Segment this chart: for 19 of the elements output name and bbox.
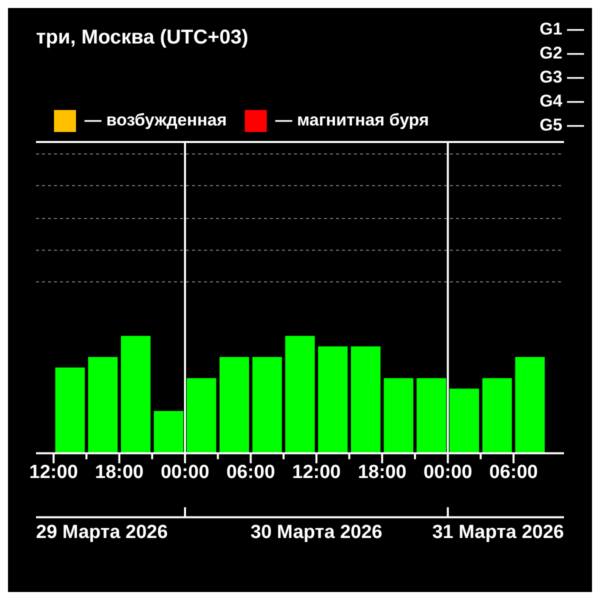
x-tick-label: 06:00	[226, 462, 276, 483]
x-tick-label: 12:00	[29, 462, 78, 483]
legend-label: — возбужденная	[84, 110, 227, 130]
x-tick-label: 06:00	[489, 462, 538, 483]
x-tick-label: 00:00	[160, 462, 210, 483]
x-tick-label: 18:00	[95, 462, 144, 483]
x-tick-label: 00:00	[424, 462, 472, 483]
text: G1 —	[540, 20, 584, 39]
text: G3 —	[540, 68, 584, 87]
chart-title: три, Москва (UTC+03)	[36, 26, 248, 49]
text: G2 —	[540, 44, 584, 63]
legend-label: — магнитная буря	[275, 110, 429, 130]
text: G4 —	[540, 92, 584, 111]
x-tick-label: 18:00	[358, 462, 406, 483]
text: 31 Марта 2026	[432, 522, 564, 543]
x-tick-label: 12:00	[292, 462, 341, 483]
text: 30 Марта 2026	[250, 522, 382, 543]
text: G5 —	[540, 116, 584, 135]
text: 29 Марта 2026	[36, 522, 168, 543]
